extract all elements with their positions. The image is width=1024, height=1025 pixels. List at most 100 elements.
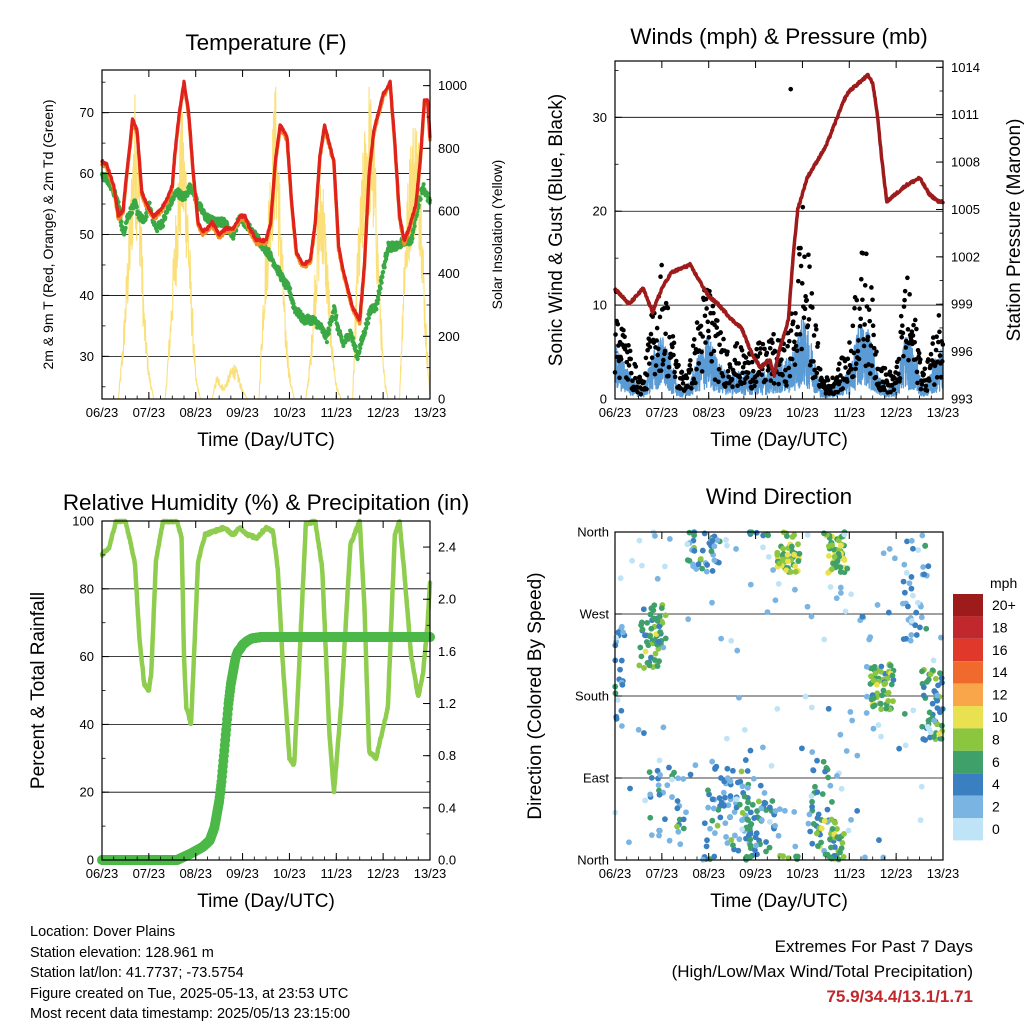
x-tick-label: 10/23 (786, 405, 819, 420)
gust-point (672, 374, 678, 380)
direction-point (931, 688, 938, 694)
direction-point (907, 637, 914, 644)
y-right-tick-label: 1002 (951, 249, 980, 264)
x-tick-label: 08/23 (179, 405, 212, 420)
direction-point (874, 690, 881, 697)
gust-point (736, 361, 742, 366)
gust-point (907, 292, 912, 297)
y-tick-label: West (580, 607, 610, 622)
direction-point (662, 816, 668, 823)
legend-label: 12 (992, 687, 1008, 703)
legend-label: 16 (992, 642, 1008, 658)
gust-point (691, 376, 697, 382)
direction-point (747, 842, 754, 849)
gust-point (615, 321, 621, 327)
gust-point (771, 331, 776, 337)
y-tick-label: 80 (80, 581, 94, 596)
gust-point (670, 344, 675, 350)
direction-point (809, 840, 816, 847)
direction-point (687, 771, 694, 778)
direction-point (750, 775, 757, 782)
y-tick-label: North (577, 853, 609, 868)
direction-point (648, 605, 655, 612)
direction-point (777, 852, 783, 859)
direction-point (662, 635, 669, 642)
gust-point (802, 254, 807, 260)
legend-swatch (953, 616, 983, 639)
direction-point (903, 569, 910, 576)
direction-point (711, 853, 718, 860)
y-tick-label: 20 (80, 785, 94, 800)
gust-point (817, 367, 823, 372)
gust-point (628, 356, 634, 362)
direction-point (699, 565, 705, 572)
direction-point (927, 671, 934, 678)
gust-point (647, 344, 653, 350)
gust-point (801, 315, 807, 321)
direction-point (792, 843, 799, 850)
gust-point (717, 342, 722, 348)
gust-point (703, 340, 708, 345)
gust-point (896, 356, 902, 362)
gust-point (753, 379, 759, 385)
direction-point (825, 569, 832, 576)
direction-point (674, 823, 680, 830)
direction-point (805, 820, 812, 827)
direction-point (792, 563, 799, 569)
gust-point (689, 386, 694, 391)
gust-point (715, 318, 720, 323)
gust-point (874, 349, 879, 355)
direction-point (875, 722, 882, 728)
direction-point (815, 811, 822, 818)
dewpoint-point (378, 286, 383, 291)
direction-point (788, 543, 795, 550)
gust-point (809, 291, 815, 296)
gust-point (749, 359, 755, 365)
gust-point (896, 371, 901, 377)
direction-point (639, 562, 645, 569)
direction-point (825, 543, 832, 550)
gust-point (776, 381, 781, 387)
gust-point (672, 369, 677, 375)
x-tick-label: 06/23 (599, 405, 632, 420)
y-right-tick-label: 1008 (951, 155, 980, 170)
gust-point (862, 322, 867, 327)
gust-point (720, 373, 726, 379)
gust-point (622, 334, 627, 340)
direction-point (784, 551, 791, 558)
direction-point (761, 790, 768, 796)
gust-point (740, 370, 745, 376)
direction-point (661, 563, 668, 570)
dewpoint-point (330, 315, 335, 320)
dewpoint-point (418, 197, 423, 202)
direction-point (820, 758, 827, 765)
y-tick-label: 0 (87, 853, 94, 868)
gust-point (847, 362, 853, 368)
direction-point (747, 747, 754, 754)
gust-point (870, 323, 876, 329)
direction-point (748, 821, 755, 827)
direction-point (918, 783, 925, 790)
direction-point (825, 774, 832, 781)
gust-point (655, 346, 661, 352)
gust-point (754, 346, 759, 352)
gust-point (784, 383, 789, 388)
gust-point (901, 304, 907, 309)
direction-point (808, 704, 815, 711)
dewpoint-point (134, 204, 139, 210)
dewpoint-point (120, 224, 125, 229)
legend-swatch (953, 773, 983, 796)
direction-point (901, 710, 908, 717)
gust-point (705, 319, 711, 325)
direction-point (656, 791, 663, 798)
direction-point (652, 533, 658, 539)
direction-point (660, 644, 667, 651)
gust-point (684, 375, 690, 381)
direction-point (641, 730, 647, 736)
gust-point (764, 350, 770, 356)
gust-point (788, 86, 794, 92)
gust-point (807, 264, 812, 269)
direction-point (863, 693, 870, 700)
gust-point (744, 374, 750, 380)
direction-point (863, 663, 870, 670)
